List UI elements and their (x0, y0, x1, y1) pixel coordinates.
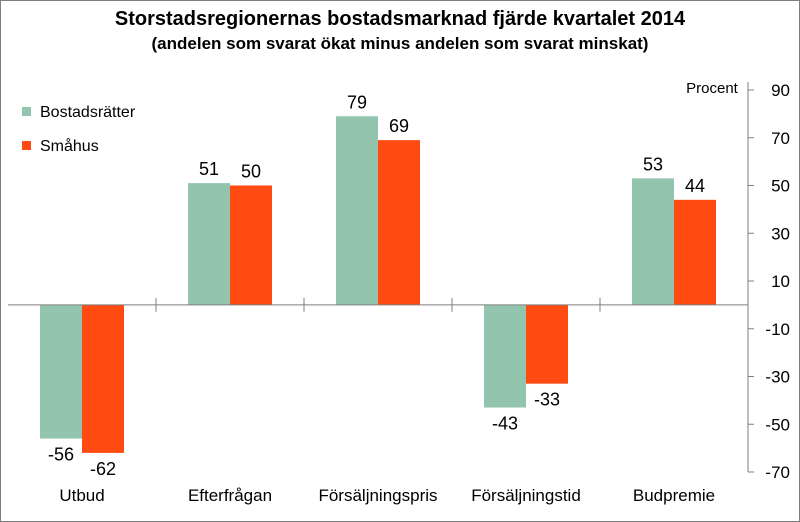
bar (632, 178, 674, 305)
bar (40, 304, 82, 439)
legend-swatch (22, 107, 31, 116)
bar (188, 183, 230, 305)
y-axis (8, 82, 749, 472)
bar (484, 304, 526, 408)
bar-value-label: 53 (643, 154, 663, 174)
y-tick-label: -30 (765, 368, 790, 387)
bar (336, 116, 378, 305)
bar-value-label: 51 (199, 159, 219, 179)
category-label: Budpremie (633, 486, 715, 505)
bar (526, 304, 568, 384)
legend: Bostadsrätter Småhus (22, 104, 136, 155)
value-labels: -56 -62 51 50 79 69 -43 -33 53 44 (48, 92, 705, 479)
y-tick-label: -70 (765, 463, 790, 482)
y-axis-ticks: 90 70 50 30 10 -10 -30 -50 -70 (748, 81, 790, 482)
legend-swatch (22, 141, 31, 150)
bar (82, 304, 124, 453)
category-label: Försäljningspris (318, 486, 437, 505)
y-axis-unit-label: Procent (686, 80, 739, 97)
y-tick-label: -50 (765, 415, 790, 434)
y-tick-label: 50 (771, 177, 790, 196)
bar-value-label: -43 (492, 414, 518, 434)
legend-label: Småhus (40, 137, 99, 155)
y-tick-label: 90 (771, 81, 790, 100)
bar-value-label: 79 (347, 92, 367, 112)
category-label: Försäljningstid (471, 486, 581, 505)
bar-value-label: 69 (389, 116, 409, 136)
chart-subtitle: (andelen som svarat ökat minus andelen s… (151, 34, 649, 53)
category-label: Utbud (59, 486, 104, 505)
bar (674, 199, 716, 305)
y-tick-label: 30 (771, 224, 790, 243)
bar-value-label: 44 (685, 176, 705, 196)
bar (378, 140, 420, 305)
bar-value-label: -33 (534, 390, 560, 410)
chart-title: Storstadsregionernas bostadsmarknad fjär… (114, 8, 686, 30)
y-tick-label: 70 (771, 129, 790, 148)
y-tick-label: -10 (765, 320, 790, 339)
bar (230, 185, 272, 305)
category-labels: Utbud Efterfrågan Försäljningspris Försäljn… (59, 486, 715, 505)
y-tick-label: 10 (771, 272, 790, 291)
legend-label: Bostadsrätter (40, 104, 136, 121)
bar-value-label: -62 (90, 459, 116, 479)
bars (40, 116, 716, 453)
category-label: Efterfrågan (188, 486, 272, 505)
bar-value-label: -56 (48, 445, 74, 465)
bar-value-label: 50 (241, 162, 261, 182)
